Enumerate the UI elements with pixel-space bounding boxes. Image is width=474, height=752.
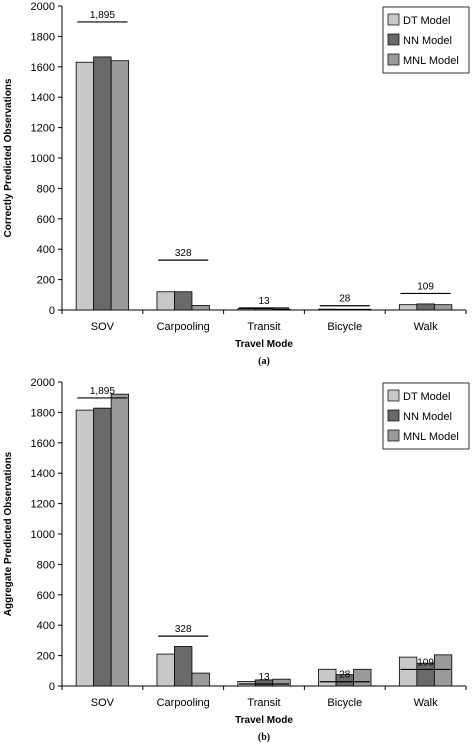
legend-swatch [387,53,400,66]
bar-dt-model [398,304,418,311]
bar-nn-model [416,303,435,311]
y-tick-label: 400 [37,244,55,256]
y-tick-label: 800 [37,559,55,571]
bar-nn-model [93,56,112,311]
observed-label: 109 [417,281,434,292]
y-tick-label: 1600 [31,438,55,450]
bar-dt-model [318,668,337,687]
x-tick-label: Walk [414,697,439,709]
bar-dt-model [398,656,418,687]
bar-mnl-model [110,60,130,311]
bar-mnl-model [353,308,372,311]
y-tick-label: 1200 [31,123,55,135]
bar-mnl-model [433,304,453,311]
bar-nn-model [254,308,274,311]
y-tick-label: 200 [37,651,55,663]
y-tick-label: 1800 [31,31,55,43]
bar-nn-model [174,291,193,311]
legend-label: DT Model [403,391,450,403]
bar-dt-model [237,308,256,311]
legend-label: MNL Model [403,55,459,67]
legend-swatch [387,389,400,402]
bar-mnl-model [191,305,210,311]
y-tick-label: 400 [37,620,55,632]
y-axis-title: Correctly Predicted Observations [3,78,14,237]
observed-label: 13 [258,296,270,307]
y-axis-title: Aggregate Predicted Observations [3,451,14,616]
bar-mnl-model [272,308,291,311]
bar-mnl-model [191,672,210,687]
observed-label: 328 [175,248,192,259]
chart-b: 0 200 400 600 800 1000 1200 1400 1600 1800 2000 1,8… [3,377,470,743]
legend-swatch [387,13,400,26]
bar-mnl-model [110,393,130,687]
legend-label: MNL Model [403,431,459,443]
observed-label: 109 [417,657,434,668]
x-tick-label: SOV [91,321,115,333]
y-tick-label: 1000 [31,529,55,541]
panel-label: (a) [258,356,270,367]
bar-mnl-model [433,654,453,687]
observed-label: 28 [339,294,351,305]
x-tick-label: Carpooling [157,321,210,333]
y-tick-label: 0 [49,681,55,693]
legend-label: DT Model [403,15,450,27]
legend-swatch [387,409,400,422]
y-tick-label: 200 [37,275,55,287]
bar-nn-model [335,308,354,311]
x-tick-label: Transit [247,321,280,333]
observed-label: 1,895 [90,386,115,397]
chart-a: 0 200 400 600 800 1000 1200 1400 1600 1800 2000 1,8… [3,1,470,367]
x-axis-title: Travel Mode [235,715,293,726]
y-tick-label: 800 [37,183,55,195]
y-tick-label: 600 [37,214,55,226]
x-tick-label: Bicycle [327,697,362,709]
y-tick-label: 1800 [31,407,55,419]
observed-label: 1,895 [90,10,115,21]
x-tick-label: Bicycle [327,321,362,333]
x-tick-label: Walk [414,321,439,333]
bar-dt-model [318,308,337,311]
x-tick-label: Carpooling [157,697,210,709]
observed-label: 13 [258,672,270,683]
y-tick-label: 600 [37,590,55,602]
bar-mnl-model [272,678,291,687]
panel-label: (b) [258,732,270,743]
y-tick-label: 1600 [31,62,55,74]
y-tick-label: 1400 [31,468,55,480]
bar-dt-model [75,61,95,311]
legend-swatch [387,33,400,46]
observed-label: 28 [339,670,351,681]
bar-nn-model [93,407,112,687]
observed-label: 328 [175,624,192,635]
legend-swatch [387,429,400,442]
bar-mnl-model [353,668,372,687]
y-tick-label: 2000 [31,1,55,13]
y-tick-label: 0 [49,305,55,317]
bar-nn-model [174,646,193,687]
legend-label: NN Model [403,35,452,47]
y-tick-label: 1400 [31,92,55,104]
bar-dt-model [156,653,175,687]
y-tick-label: 2000 [31,377,55,389]
x-tick-label: SOV [91,697,115,709]
x-tick-label: Transit [247,697,280,709]
legend-label: NN Model [403,411,452,423]
y-tick-label: 1200 [31,499,55,511]
x-axis-title: Travel Mode [235,339,293,350]
bar-dt-model [156,291,175,311]
bar-dt-model [75,409,95,687]
y-tick-label: 1000 [31,153,55,165]
